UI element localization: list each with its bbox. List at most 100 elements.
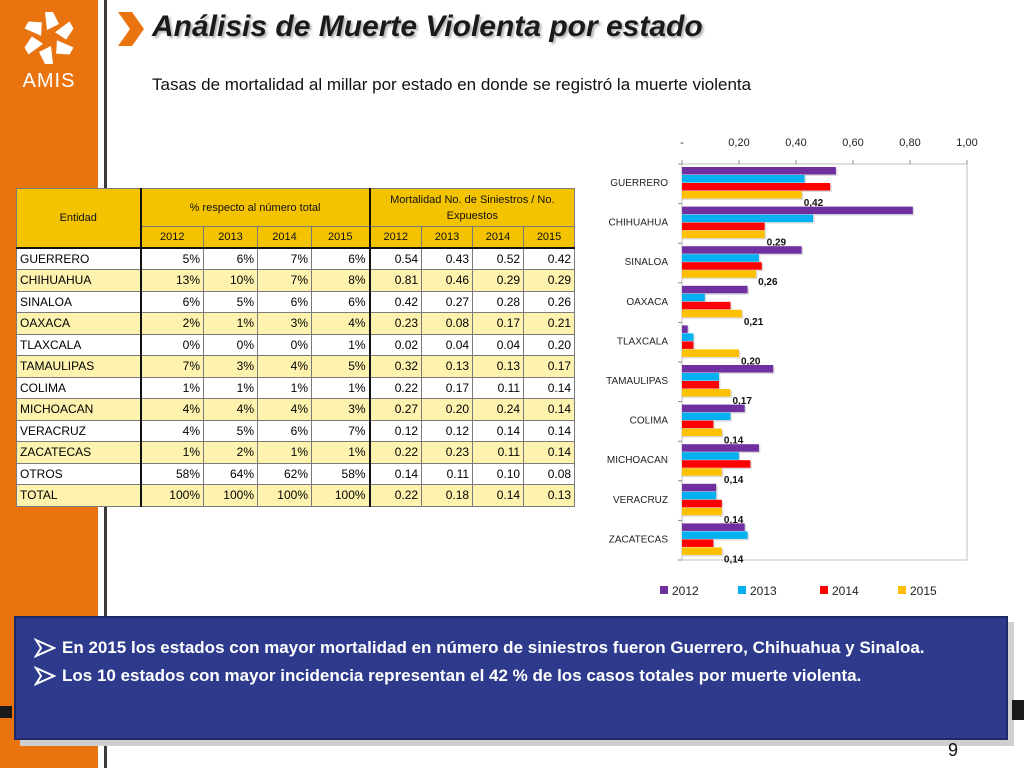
data-label: 0,17 [732, 396, 752, 407]
pct-cell: 7% [257, 247, 312, 270]
state-name: GUERRERO [16, 247, 142, 270]
bar-2014 [682, 499, 722, 508]
bar-2012 [682, 325, 688, 333]
legend-swatch [738, 586, 746, 594]
bar-2015 [682, 468, 722, 476]
pct-cell: 7% [140, 355, 204, 378]
pct-cell: 6% [203, 247, 258, 270]
pct-cell: 4% [140, 398, 204, 421]
bar-2014 [682, 301, 731, 310]
pct-cell: 0% [257, 333, 312, 356]
pct-cell: 6% [257, 290, 312, 313]
logo-text: AMIS [22, 70, 76, 92]
legend-swatch [898, 586, 906, 594]
header-year: 2012 [369, 226, 423, 249]
category-label: TAMAULIPAS [606, 376, 668, 387]
mortality-cell: 0.18 [421, 484, 474, 507]
header-year: 2014 [472, 226, 525, 249]
mortality-cell: 0.17 [421, 376, 474, 399]
category-label: GUERRERO [610, 178, 668, 189]
header-pct-group: % respecto al número total [139, 188, 371, 227]
mortality-cell: 0.26 [523, 290, 576, 313]
legend-label: 2014 [832, 584, 859, 598]
bar-2012 [682, 483, 717, 492]
arrow-bullet-icon [34, 638, 56, 658]
legend-label: 2013 [750, 584, 777, 598]
bar-2013 [682, 452, 739, 460]
legend-label: 2012 [672, 584, 699, 598]
x-tick-label: 0,20 [728, 137, 749, 149]
mortality-cell: 0.21 [523, 312, 576, 335]
pct-cell: 1% [310, 333, 371, 356]
table-row: TOTAL 100% 100% 100% 100% 0.22 0.18 0.14 0.13 [16, 484, 576, 507]
mortality-cell: 0.17 [523, 355, 576, 378]
header-year: 2015 [310, 226, 371, 249]
mortality-cell: 0.12 [369, 419, 423, 442]
state-name: TOTAL [16, 484, 142, 507]
arrow-bullet-icon [34, 666, 56, 686]
mortality-cell: 0.14 [523, 398, 576, 421]
mortality-cell: 0.14 [523, 441, 576, 464]
data-label: 0,42 [804, 198, 824, 209]
pct-cell: 6% [257, 419, 312, 442]
data-label: 0,29 [767, 238, 787, 249]
category-label: OAXACA [626, 297, 668, 308]
pct-cell: 64% [203, 462, 258, 485]
bar-2014 [682, 262, 762, 270]
table-row: ZACATECAS 1% 2% 1% 1% 0.22 0.23 0.11 0.14 [16, 441, 576, 464]
bar-2013 [682, 373, 720, 381]
mortality-cell: 0.14 [523, 376, 576, 399]
mortality-cell: 0.11 [421, 462, 474, 485]
pct-cell: 0% [203, 333, 258, 356]
legend-swatch [820, 586, 828, 594]
table-row: COLIMA 1% 1% 1% 1% 0.22 0.17 0.11 0.14 [16, 376, 576, 399]
bar-2014 [682, 420, 714, 429]
mortality-cell: 0.14 [472, 419, 525, 442]
table-row: TLAXCALA 0% 0% 0% 1% 0.02 0.04 0.04 0.20 [16, 333, 576, 356]
header-year: 2013 [421, 226, 474, 249]
data-label: 0,14 [724, 436, 744, 447]
decorative-mark [0, 706, 12, 718]
mortality-cell: 0.04 [421, 333, 474, 356]
pct-cell: 2% [203, 441, 258, 464]
amis-logo-icon [24, 12, 74, 64]
pct-cell: 8% [310, 269, 371, 292]
pct-cell: 13% [140, 269, 204, 292]
category-label: TLAXCALA [617, 336, 668, 347]
bar-2013 [682, 175, 805, 183]
bar-2015 [682, 428, 722, 437]
mortality-cell: 0.52 [472, 247, 525, 270]
table-row: MICHOACAN 4% 4% 4% 3% 0.27 0.20 0.24 0.14 [16, 398, 576, 421]
pct-cell: 7% [257, 269, 312, 292]
pct-cell: 4% [140, 419, 204, 442]
state-name: VERACRUZ [16, 419, 142, 442]
data-label: 0,14 [724, 515, 744, 526]
mortality-cell: 0.04 [472, 333, 525, 356]
header-mortality-group: Mortalidad No. de Siniestros / No. Expue… [369, 188, 576, 227]
x-tick-label: - [680, 137, 684, 149]
mortality-cell: 0.22 [369, 441, 423, 464]
bar-2012 [682, 365, 774, 373]
mortality-cell: 0.10 [472, 462, 525, 485]
pct-cell: 0% [140, 333, 204, 356]
category-label: VERACRUZ [613, 495, 668, 506]
bullet-text: En 2015 los estados con mayor mortalidad… [62, 638, 925, 657]
table-row: TAMAULIPAS 7% 3% 4% 5% 0.32 0.13 0.13 0.17 [16, 355, 576, 378]
state-name: TAMAULIPAS [16, 355, 142, 378]
pct-cell: 1% [140, 441, 204, 464]
x-tick-label: 0,80 [899, 137, 920, 149]
bar-2014 [682, 460, 751, 468]
data-label: 0,14 [724, 554, 744, 565]
mortality-cell: 0.12 [421, 419, 474, 442]
category-label: SINALOA [625, 257, 669, 268]
category-label: MICHOACAN [607, 455, 668, 466]
mortality-cell: 0.11 [472, 376, 525, 399]
data-label: 0,21 [744, 317, 764, 328]
mortality-cell: 0.14 [472, 484, 525, 507]
mortality-cell: 0.23 [421, 441, 474, 464]
mortality-cell: 0.28 [472, 290, 525, 313]
mortality-cell: 0.13 [523, 484, 576, 507]
state-name: COLIMA [16, 376, 142, 399]
mortality-cell: 0.08 [523, 462, 576, 485]
pct-cell: 1% [310, 376, 371, 399]
